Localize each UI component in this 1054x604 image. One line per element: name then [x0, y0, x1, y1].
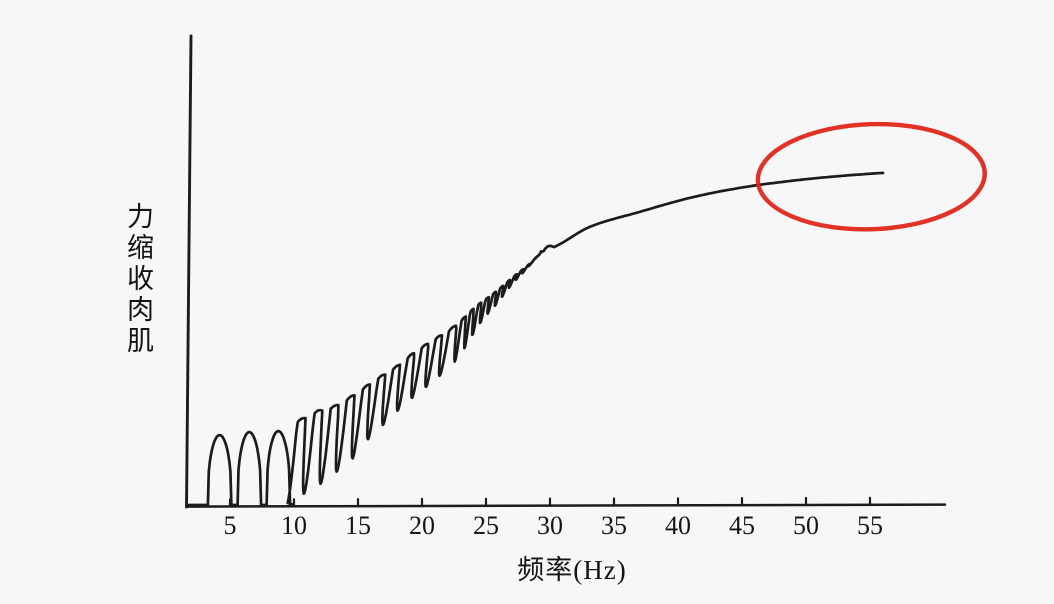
y-axis-title-char: 收 [127, 264, 154, 294]
x-tick-label: 35 [601, 511, 627, 540]
x-tick-label: 15 [345, 511, 371, 540]
x-tick-label: 5 [223, 511, 237, 540]
x-tick-label: 40 [665, 511, 691, 540]
y-axis-line [185, 34, 193, 509]
annotation-ellipse [755, 121, 987, 232]
x-axis-line [185, 503, 947, 508]
y-axis-title-char: 缩 [127, 233, 154, 263]
y-axis-title: 肌肉收缩力 [127, 204, 154, 355]
x-tick-label: 50 [793, 511, 819, 540]
x-tick-label: 25 [473, 511, 499, 540]
x-axis-title: 频率(Hz) [517, 555, 627, 585]
y-axis-title-char: 肌 [127, 326, 154, 356]
x-tick-label: 30 [537, 511, 563, 540]
y-axis-title-char: 肉 [127, 295, 154, 325]
y-axis-title-char: 力 [127, 202, 154, 232]
x-tick-label: 55 [857, 511, 883, 540]
x-tick-label: 45 [729, 511, 755, 540]
force-curve [187, 171, 885, 507]
x-tick-label: 10 [281, 511, 307, 540]
x-tick-label: 20 [409, 511, 435, 540]
